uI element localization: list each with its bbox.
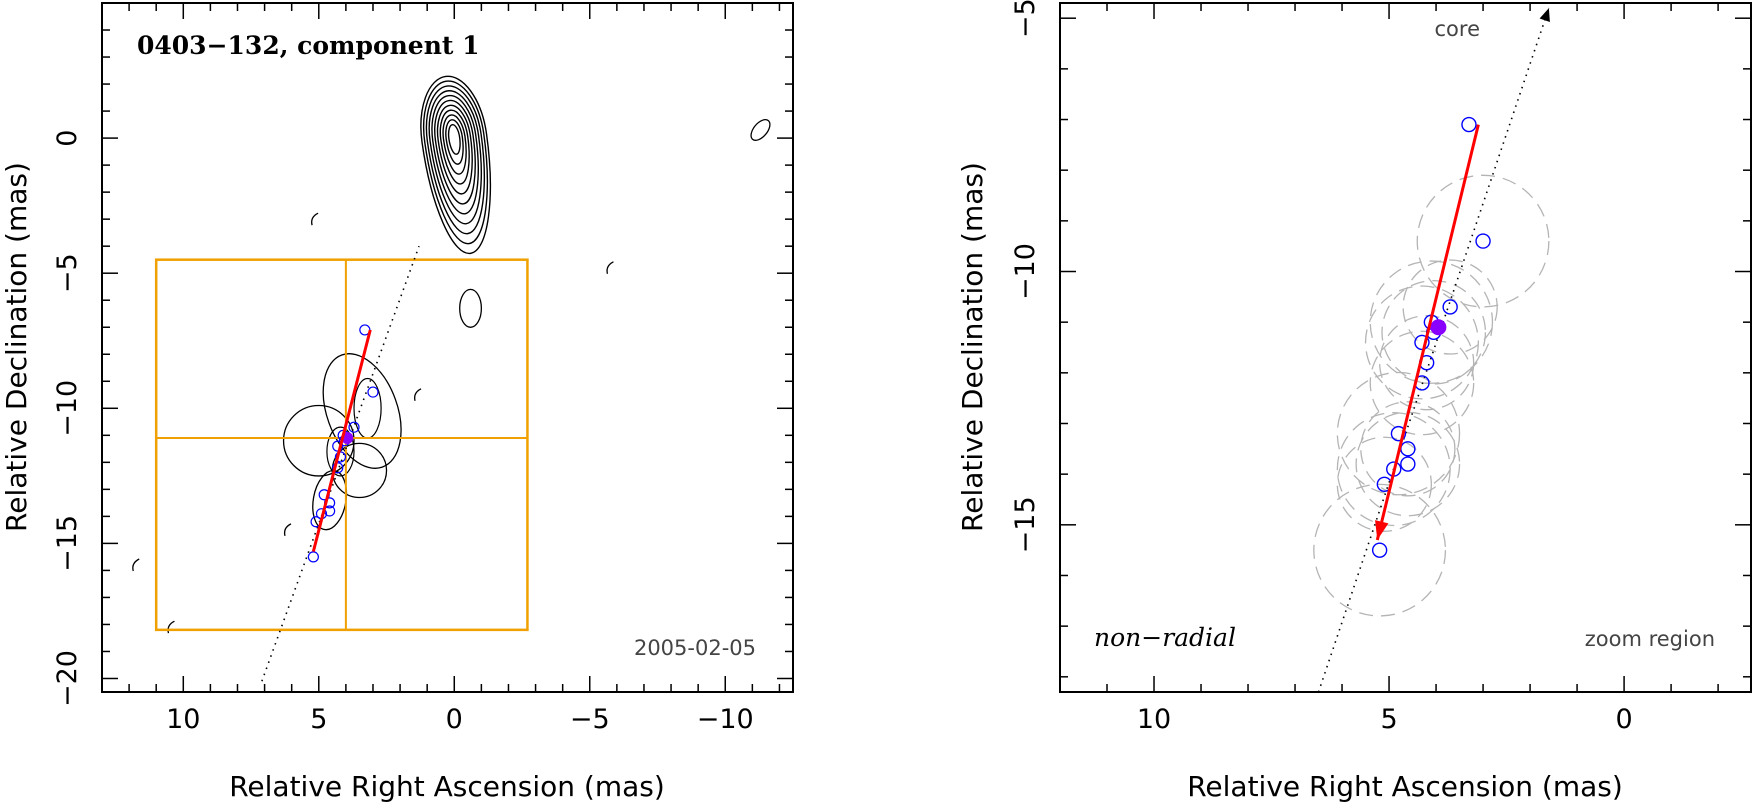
right-panel: 10 5 0 −5 −10 −15 core zoom region non−radial…	[956, 0, 1752, 803]
component-point	[348, 421, 360, 433]
right-size-circles	[1313, 174, 1550, 617]
core-contour	[445, 119, 464, 165]
left-x-axis-label: Relative Right Ascension (mas)	[229, 770, 665, 803]
noise-contour	[606, 261, 614, 274]
right-plot-frame	[1059, 2, 1752, 693]
noise-contour	[414, 388, 422, 401]
right-x-tick-label: 0	[1615, 704, 1632, 735]
jet-contour	[750, 119, 771, 141]
component-size-circle	[1313, 483, 1447, 617]
component-size-circle	[1416, 174, 1550, 308]
right-fit-vector	[1375, 124, 1480, 541]
component-point	[367, 386, 379, 398]
component-size-circle	[1336, 436, 1433, 532]
core-contour	[436, 104, 473, 195]
core-contour	[442, 114, 467, 175]
component-point	[1442, 299, 1458, 315]
core-contour	[425, 85, 485, 235]
left-x-tick-label: 0	[446, 704, 463, 735]
left-y-tick-label: 0	[52, 130, 83, 147]
jet-contour	[322, 353, 402, 469]
core-contour	[423, 80, 488, 244]
component-point	[1400, 456, 1416, 472]
right-x-axis-label: Relative Right Ascension (mas)	[1187, 770, 1623, 803]
core-direction-arrowhead	[1539, 8, 1550, 23]
component-point	[332, 462, 344, 474]
component-size-circle	[1369, 330, 1475, 436]
left-plot-frame	[101, 2, 794, 693]
component-size-circle	[1381, 279, 1487, 385]
right-trajectory-line	[1317, 7, 1550, 692]
component-size-circle	[1369, 260, 1494, 384]
left-y-axis-label: Relative Declination (mas)	[0, 162, 33, 532]
left-ticks: 10 5 0 −5 −10 0 −5 −10 −15 −20	[52, 2, 793, 735]
mean-position-marker	[1430, 319, 1447, 336]
jet-contour-inner	[326, 426, 355, 477]
component-point	[307, 551, 319, 563]
noise-contour	[311, 212, 319, 226]
component-point	[1461, 116, 1477, 133]
component-size-circle	[1355, 411, 1461, 517]
noise-contour	[132, 558, 140, 572]
left-panel: 10 5 0 −5 −10 0 −5 −10 −15 −20 0403−132, componen…	[0, 2, 794, 803]
component-size-circle	[1336, 371, 1461, 496]
left-x-tick-label: 10	[166, 704, 200, 735]
component-size-circle	[1402, 259, 1498, 355]
right-ticks: 10 5 0 −5 −10 −15	[1010, 0, 1751, 735]
left-date-label: 2005-02-05	[634, 636, 756, 660]
core-contour	[428, 90, 482, 225]
component-size-circle	[1364, 285, 1480, 400]
jet-contour	[282, 404, 355, 477]
left-fit-line	[311, 329, 372, 552]
right-y-axis-label: Relative Declination (mas)	[956, 162, 989, 532]
fit-vector-line	[1375, 124, 1480, 541]
left-x-tick-label: −10	[697, 704, 754, 735]
right-motion-label: non−radial	[1094, 623, 1236, 652]
component-point	[1390, 425, 1407, 442]
left-y-tick-label: −15	[52, 515, 83, 572]
right-core-label: core	[1435, 17, 1481, 41]
zoom-box-frame	[154, 258, 529, 632]
trajectory-dotted-line	[1317, 7, 1550, 692]
component-size-circle	[1336, 412, 1451, 527]
fit-vector-arrowhead	[1375, 520, 1389, 541]
left-y-tick-label: −5	[52, 253, 83, 293]
left-y-tick-label: −10	[52, 380, 83, 437]
right-y-tick-label: −5	[1010, 0, 1041, 38]
component-size-circle	[1378, 315, 1475, 411]
right-x-tick-label: 10	[1137, 704, 1171, 735]
noise-contour	[167, 620, 175, 634]
right-zoom-label: zoom region	[1585, 627, 1715, 651]
core-contour	[447, 124, 461, 155]
core-contour	[431, 94, 479, 215]
jet-contour	[459, 288, 483, 328]
component-point	[1475, 233, 1491, 249]
right-y-tick-label: −15	[1010, 496, 1041, 553]
left-y-tick-label: −20	[52, 650, 83, 707]
fit-line	[311, 329, 372, 552]
left-contours	[132, 75, 771, 634]
left-x-tick-label: 5	[310, 704, 327, 735]
left-title: 0403−132, component 1	[137, 31, 480, 60]
core-contour	[434, 99, 476, 205]
jet-contour	[312, 470, 348, 531]
right-x-tick-label: 5	[1380, 704, 1397, 735]
component-size-circle	[1360, 401, 1456, 497]
right-y-tick-label: −10	[1010, 243, 1041, 300]
component-point	[1371, 542, 1388, 558]
core-contour	[420, 75, 491, 254]
noise-contour	[283, 523, 292, 537]
left-x-tick-label: −5	[570, 704, 610, 735]
core-contour	[439, 109, 470, 185]
component-point	[1414, 334, 1430, 351]
